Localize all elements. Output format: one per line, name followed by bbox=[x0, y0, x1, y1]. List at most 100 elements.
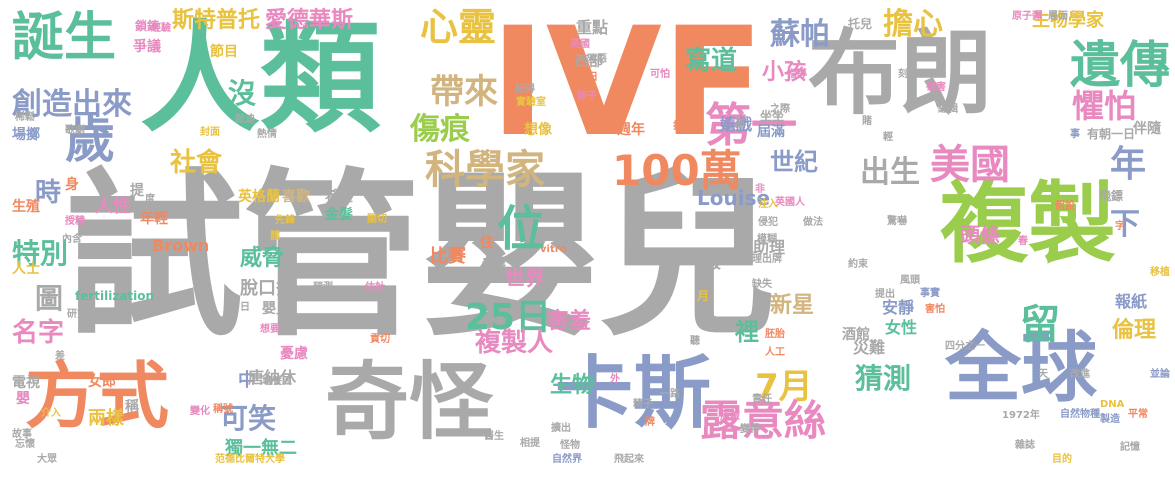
cloud-word: 禍害 bbox=[926, 82, 946, 93]
cloud-word: DNA bbox=[1100, 399, 1125, 410]
cloud-word: 目的 bbox=[1052, 454, 1072, 465]
cloud-word: IVF bbox=[490, 0, 765, 170]
cloud-word: 嬰兒 bbox=[262, 301, 290, 317]
cloud-word: 鎖鍊 bbox=[135, 19, 160, 33]
cloud-word: 並論 bbox=[1150, 369, 1170, 380]
cloud-word: 提出 bbox=[875, 289, 895, 300]
cloud-word: 唐納休 bbox=[248, 368, 297, 387]
cloud-word: 帶來 bbox=[430, 72, 498, 112]
cloud-word: 喜歡 bbox=[282, 189, 310, 205]
cloud-word: 節目 bbox=[210, 44, 238, 60]
cloud-word: 沒 bbox=[228, 77, 257, 110]
cloud-word: 比賽 bbox=[430, 246, 466, 267]
cloud-word: 電視 bbox=[12, 375, 40, 391]
cloud-word: 變得 bbox=[740, 424, 760, 435]
cloud-word: 露意絲 bbox=[700, 396, 827, 445]
cloud-word: 人工 bbox=[765, 347, 785, 358]
cloud-word: 遺傳 bbox=[1070, 36, 1170, 94]
cloud-word: 卡斯 bbox=[555, 349, 712, 439]
cloud-word: 一路 bbox=[660, 389, 680, 400]
cloud-word: 之際 bbox=[770, 104, 790, 115]
cloud-word: 研究 bbox=[67, 309, 87, 320]
cloud-word: 封面 bbox=[200, 127, 220, 138]
cloud-word: 風頭 bbox=[900, 275, 920, 286]
cloud-word: 歌劇 bbox=[65, 125, 85, 136]
cloud-word: fertilization bbox=[75, 289, 155, 303]
cloud-word: 提 bbox=[130, 183, 144, 199]
cloud-word: 憂慮 bbox=[280, 346, 308, 362]
cloud-word: 內含 bbox=[62, 234, 82, 245]
cloud-word: 自然界 bbox=[552, 454, 582, 465]
cloud-word: 關切 bbox=[367, 214, 387, 225]
cloud-word: 人士 bbox=[12, 261, 40, 277]
cloud-word: 新星 bbox=[770, 293, 815, 318]
cloud-word: 女性 bbox=[885, 318, 918, 337]
cloud-word: 頭條 bbox=[960, 223, 1000, 247]
cloud-word: 明日 bbox=[578, 72, 598, 83]
cloud-word: 場擲 bbox=[12, 127, 40, 143]
cloud-word: 模糊 bbox=[757, 234, 777, 245]
cloud-word: 約束 bbox=[848, 259, 868, 270]
cloud-word: 托兒 bbox=[848, 17, 873, 31]
cloud-word: 社會 bbox=[170, 148, 223, 178]
cloud-word: 平常 bbox=[1128, 409, 1148, 420]
cloud-word: 獨一無二 bbox=[225, 438, 297, 459]
cloud-word: vitro bbox=[540, 244, 567, 255]
cloud-word: 懼怕 bbox=[1072, 87, 1137, 125]
cloud-word: 實驗室 bbox=[516, 97, 546, 108]
cloud-word: 怪物 bbox=[560, 440, 580, 451]
cloud-word: 飛起來 bbox=[614, 454, 644, 465]
cloud-word: 女郎 bbox=[88, 374, 116, 390]
cloud-word: 經驗 bbox=[151, 23, 171, 34]
cloud-word: 般 bbox=[705, 253, 722, 272]
cloud-word: 創造出來 bbox=[12, 87, 132, 122]
cloud-word: 英國人 bbox=[775, 197, 805, 208]
cloud-word: 可怕 bbox=[650, 69, 670, 80]
cloud-word: 理出牌 bbox=[752, 254, 782, 265]
cloud-word: 發展 bbox=[482, 257, 507, 271]
cloud-word: 身 bbox=[65, 177, 79, 193]
cloud-word: 春 bbox=[1018, 236, 1028, 247]
cloud-word: 體 bbox=[270, 231, 280, 242]
cloud-word: 編輯 bbox=[938, 104, 958, 115]
cloud-word: 1972年 bbox=[1002, 410, 1040, 421]
cloud-word: 侵犯 bbox=[758, 217, 778, 228]
cloud-word: 希望 bbox=[325, 189, 353, 205]
cloud-word: 稀鬆 bbox=[15, 112, 35, 123]
cloud-word: 人性 bbox=[95, 196, 131, 217]
cloud-word: 全球 bbox=[945, 323, 1097, 412]
cloud-word: 重點 bbox=[576, 18, 609, 37]
cloud-word: 故事 bbox=[12, 429, 32, 440]
cloud-word: 嬰 bbox=[16, 391, 30, 407]
cloud-word: 原子彈 bbox=[1012, 11, 1042, 22]
cloud-word: 人類 bbox=[140, 10, 380, 149]
cloud-word: 世界 bbox=[505, 266, 545, 290]
cloud-word: 坐坐 bbox=[760, 109, 785, 123]
cloud-word: 寫道 bbox=[685, 46, 738, 76]
cloud-word: 圖 bbox=[35, 282, 64, 315]
cloud-word: 特別 bbox=[12, 237, 69, 270]
cloud-word: 改進 bbox=[1070, 369, 1090, 380]
cloud-word: 層面 bbox=[1048, 11, 1068, 22]
cloud-word: 想像 bbox=[524, 122, 552, 138]
cloud-word: 中 bbox=[238, 370, 256, 391]
cloud-word: 裡 bbox=[735, 318, 759, 346]
cloud-word: 第一 bbox=[705, 98, 797, 152]
cloud-word: 兩樣 bbox=[88, 408, 124, 429]
cloud-word: 週年 bbox=[617, 122, 645, 138]
cloud-word: 世紀 bbox=[770, 148, 818, 176]
cloud-word: 小孩 bbox=[762, 60, 807, 85]
cloud-word: 誕生 bbox=[12, 8, 117, 68]
cloud-word: 留 bbox=[1020, 302, 1060, 348]
cloud-word: 複製 bbox=[940, 172, 1117, 275]
cloud-word: 害羞 bbox=[547, 309, 592, 334]
cloud-word: 范德比爾特大學 bbox=[215, 454, 285, 465]
cloud-word: 金髮 bbox=[325, 207, 353, 223]
cloud-word: 蘇帕 bbox=[770, 17, 830, 52]
cloud-word: 助理 bbox=[753, 238, 786, 257]
cloud-word: 卵子 bbox=[577, 91, 597, 102]
cloud-word: 科學家 bbox=[425, 147, 545, 193]
cloud-word: 酒館 bbox=[842, 327, 870, 343]
cloud-word: 有朝一日 bbox=[1087, 127, 1136, 141]
